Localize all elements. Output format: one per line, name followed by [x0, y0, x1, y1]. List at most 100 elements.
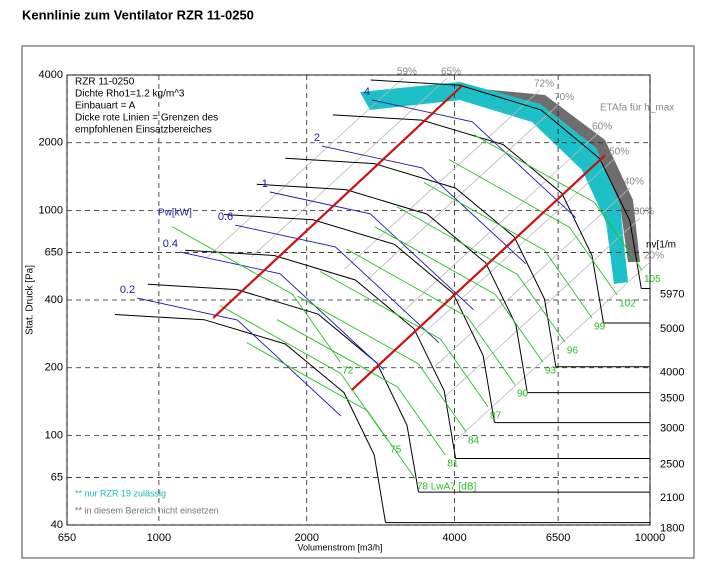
efficiency-label: 72%: [534, 79, 554, 90]
noise-line: [448, 159, 618, 296]
info-text: empfohlenen Einsatzbereiches: [75, 125, 212, 136]
limit-line: [350, 154, 606, 391]
power-label: 0.4: [163, 238, 178, 250]
noise-label: 87: [490, 411, 502, 422]
power-line: [179, 251, 385, 371]
power-label: 1: [262, 178, 268, 190]
speed-label: 1800: [660, 522, 684, 534]
x-tick-label: 2000: [294, 532, 318, 544]
speed-curve: [332, 114, 604, 324]
efficiency-line: [402, 132, 599, 313]
speed-curve: [223, 214, 495, 423]
power-label: 0.2: [120, 284, 135, 296]
noise-label: 90: [517, 388, 529, 399]
noise-label: 78 LwA7 [dB]: [417, 482, 477, 493]
y-tick-label: 1000: [39, 204, 63, 216]
speed-label: 2500: [660, 458, 684, 470]
power-line: [371, 99, 577, 219]
noise-label: 84: [468, 435, 480, 446]
noise-line: [297, 295, 467, 432]
power-line: [321, 145, 527, 265]
noise-line: [423, 182, 593, 319]
note-text: ** nur RZR 19 zulässig: [75, 488, 166, 498]
efficiency-label: 50%: [609, 147, 629, 158]
noise-line: [171, 226, 341, 363]
y-tick-label: 400: [45, 294, 63, 306]
noise-line: [396, 206, 566, 343]
limit-line: [212, 84, 464, 319]
info-text: Dichte Rho1=1.2 kg/m^3: [75, 89, 185, 100]
power-line: [269, 191, 475, 311]
y-axis-label: Stat. Druck [Pa]: [25, 265, 36, 335]
x-tick-label: 650: [58, 532, 76, 544]
speed-curve: [370, 79, 642, 289]
x-tick-label: 10000: [635, 532, 666, 544]
noise-label: 102: [619, 299, 636, 310]
speed-label: 3000: [660, 423, 684, 435]
y-tick-label: 2000: [39, 137, 63, 149]
noise-label: 75: [390, 445, 402, 456]
speed-label: 2100: [660, 492, 684, 504]
noise-line: [346, 248, 516, 386]
speed-curve: [185, 249, 457, 459]
x-tick-label: 1000: [147, 532, 171, 544]
efficiency-line: [251, 77, 448, 258]
efficiency-line: [444, 217, 641, 398]
y-tick-label: 4000: [39, 69, 63, 81]
noise-label: 93: [545, 366, 557, 377]
noise-label: 96: [567, 346, 579, 357]
y-tick-label: 650: [45, 246, 63, 258]
power-label: 4: [364, 86, 370, 98]
noise-line: [319, 271, 489, 408]
plot: 650 1000 2000 4000 6500 10000 40 65 100 200 400 650…: [39, 67, 685, 544]
speed-label: 5000: [660, 323, 684, 335]
efficiency-line: [419, 157, 616, 338]
noise-line: [276, 319, 446, 456]
efficiency-line: [364, 102, 561, 283]
speed-curve: [285, 157, 557, 367]
power-line: [137, 297, 342, 417]
power-label: 0.6: [218, 211, 233, 223]
rzr19-band: [360, 82, 628, 284]
efficiency-label: 59%: [397, 67, 417, 78]
noise-label: 72: [342, 366, 354, 377]
x-tick-label: 4000: [442, 532, 466, 544]
power-line: [235, 224, 440, 344]
power-title: Pw[kW]: [158, 208, 192, 219]
speed-curve: [114, 314, 386, 523]
efficiency-line: [434, 187, 631, 368]
chart-frame: [21, 45, 695, 559]
efficiency-label: 20%: [644, 251, 664, 262]
noise-label: 105: [644, 274, 661, 285]
y-tick-label: 65: [51, 471, 63, 483]
speed-label: 3500: [660, 393, 684, 405]
speed-curve: [147, 283, 419, 493]
speed-label: 5970: [660, 288, 684, 300]
speed-title: nv[1/m: [646, 240, 676, 251]
noise-line: [473, 134, 643, 271]
efficiency-label: 70%: [554, 92, 574, 103]
x-tick-label: 6500: [546, 532, 570, 544]
chart-title: Kennlinie zum Ventilator RZR 11-0250: [22, 7, 254, 22]
x-axis-label: Volumenstrom [m3/h]: [297, 542, 382, 552]
efficiency-title: ETAfa für h_max: [600, 103, 674, 114]
efficiency-line: [454, 261, 651, 442]
noise-line: [374, 226, 544, 363]
efficiency-label: 60%: [592, 122, 612, 133]
info-text: Dicke rote Linien = Grenzen des: [75, 113, 218, 124]
y-tick-label: 200: [45, 362, 63, 374]
efficiency-label: 40%: [624, 177, 644, 188]
y-tick-label: 100: [45, 429, 63, 441]
y-tick-label: 40: [51, 519, 63, 531]
speed-curve: [256, 183, 528, 393]
noise-line: [246, 342, 416, 479]
info-text: RZR 11-0250: [75, 77, 135, 88]
info-text: Einbauart = A: [75, 101, 136, 112]
power-label: 2: [314, 132, 320, 144]
efficiency-label: 30%: [634, 207, 654, 218]
noise-label: 99: [594, 322, 606, 333]
speed-label: 4000: [660, 367, 684, 379]
efficiency-label: 65%: [441, 67, 461, 78]
